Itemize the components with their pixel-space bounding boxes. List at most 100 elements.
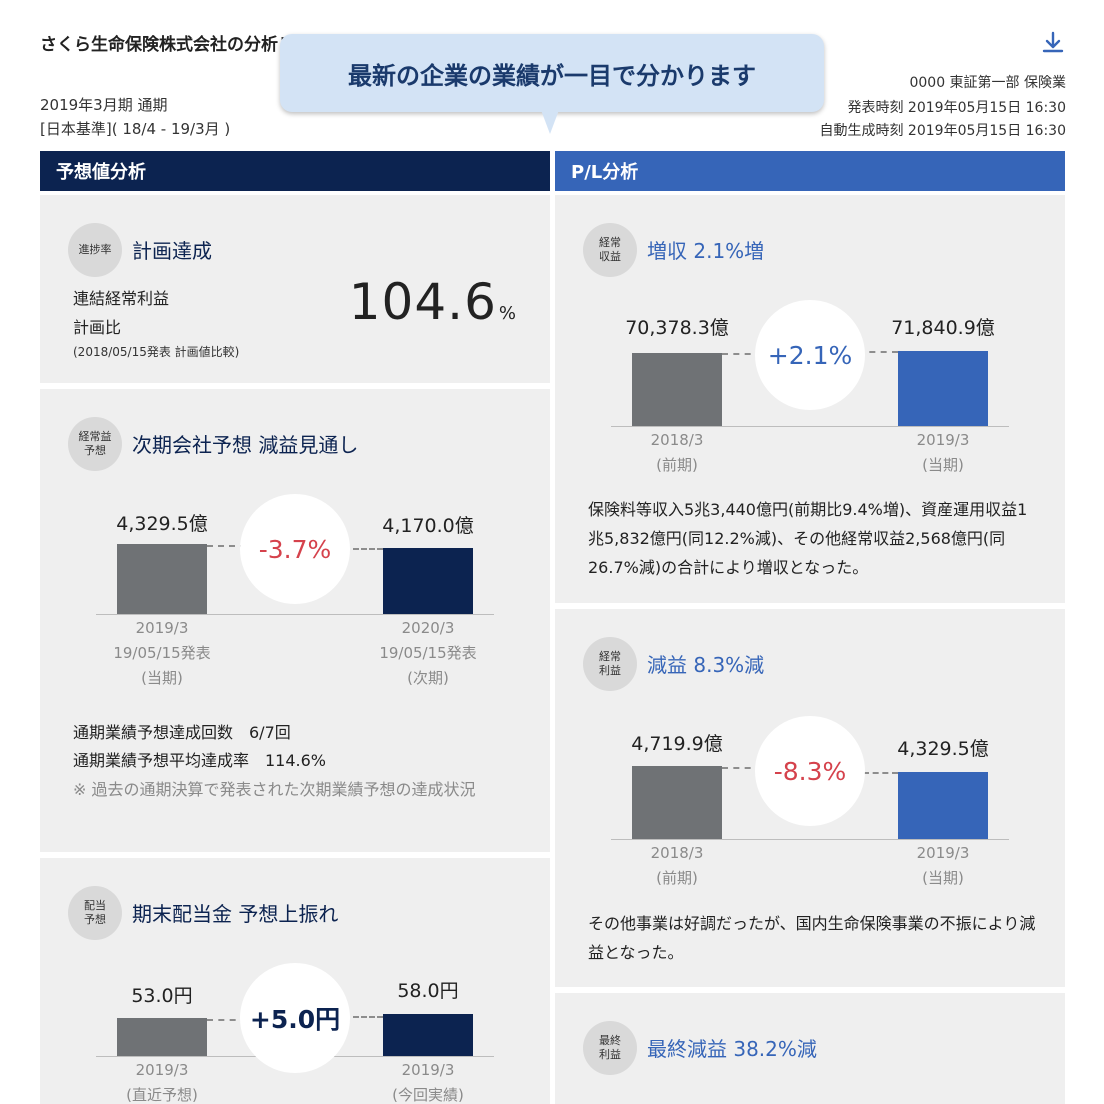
dividend-forecast-badge: 配当 予想 <box>68 886 122 940</box>
generated-time: 自動生成時刻 2019年05月15日 16:30 <box>819 123 1066 139</box>
metric-sublabel: 計画比 <box>73 318 122 337</box>
curr-bar <box>898 351 988 426</box>
badge-label: 進捗率 <box>78 243 112 256</box>
forecast-note: ※ 過去の通期決算で発表された次期業績予想の達成状況 <box>73 780 476 799</box>
accounting-basis: [日本基準]( 18/4 - 19/3月 ) <box>40 120 231 138</box>
pl-analysis-header: P/L分析 <box>555 151 1065 191</box>
axis-line: 2020/3 <box>401 619 455 637</box>
axis-line: (当期) <box>922 869 964 887</box>
curr-axis-label: 2019/3 (当期) <box>863 428 1023 478</box>
axis-line: 19/05/15発表 <box>113 644 211 662</box>
curr-value: 71,840.9億 <box>891 317 995 339</box>
chart-baseline <box>96 614 494 615</box>
badge-line2: 収益 <box>599 250 621 263</box>
forecast-achievement-rate: 通期業績予想平均達成率 114.6% <box>73 751 327 770</box>
revenue-description: 保険料等収入5兆3,440億円(前期比9.4%増)、資産運用収益1兆5,832億… <box>588 500 1028 577</box>
prev-axis-label: 2019/3 (直近予想) <box>82 1058 242 1104</box>
connector-dash-right <box>353 548 383 550</box>
curr-axis-label: 2019/3 (当期) <box>863 841 1023 891</box>
change-circle: -3.7% <box>240 494 350 604</box>
axis-line: 2019/3 <box>135 619 189 637</box>
download-icon[interactable] <box>1040 30 1066 56</box>
chart-baseline <box>611 839 1009 840</box>
prev-value: 70,378.3億 <box>625 317 729 339</box>
connector-dash-left <box>722 353 762 355</box>
code-market-sector: 0000 東証第一部 保険業 <box>909 75 1066 91</box>
axis-line: (前期) <box>656 869 698 887</box>
axis-line: (当期) <box>141 669 183 687</box>
change-circle: +2.1% <box>755 300 865 410</box>
connector-dash-left <box>207 1019 247 1021</box>
axis-line: (当期) <box>922 456 964 474</box>
forecast-achievement-count: 通期業績予想達成回数 6/7回 <box>73 723 291 742</box>
metric-label: 連結経常利益 <box>73 289 170 308</box>
change-circle: +5.0円 <box>240 963 350 1073</box>
prev-value: 4,329.5億 <box>116 513 208 535</box>
prev-bar <box>117 544 207 614</box>
card-title: 減益 8.3%減 <box>647 653 765 677</box>
card-title: 増収 2.1%増 <box>647 239 765 263</box>
prev-axis-label: 2018/3 (前期) <box>597 428 757 478</box>
axis-line: 2019/3 <box>916 431 970 449</box>
feature-tooltip: 最新の企業の業績が一目で分かります <box>280 34 824 112</box>
connector-dash-left <box>207 545 257 547</box>
forecast-analysis-header: 予想値分析 <box>40 151 550 191</box>
card-title: 計画達成 <box>132 239 212 263</box>
progress-badge: 進捗率 <box>68 223 122 277</box>
axis-line: 2019/3 <box>135 1061 189 1079</box>
prev-axis-label: 2019/3 19/05/15発表 (当期) <box>82 616 242 691</box>
net-profit-card: 最終 利益 最終減益 38.2%減 <box>555 993 1065 1104</box>
fiscal-period: 2019年3月期 通期 <box>40 96 168 114</box>
curr-value: 4,329.5億 <box>897 738 989 760</box>
badge-line2: 利益 <box>599 664 621 677</box>
prev-axis-label: 2018/3 (前期) <box>597 841 757 891</box>
dividend-card: 配当 予想 期末配当金 予想上振れ 53.0円 58.0円 +5.0円 2019… <box>40 858 550 1104</box>
achievement-unit: % <box>498 303 516 324</box>
axis-line: 2018/3 <box>650 844 704 862</box>
card-title: 期末配当金 予想上振れ <box>132 902 339 926</box>
card-title: 次期会社予想 減益見通し <box>132 433 359 457</box>
curr-value: 58.0円 <box>397 980 459 1002</box>
published-time: 発表時刻 2019年05月15日 16:30 <box>847 100 1066 116</box>
axis-line: (今回実績) <box>392 1086 464 1104</box>
badge-line2: 予想 <box>84 913 106 926</box>
ordinary-forecast-badge: 経常益 予想 <box>68 417 122 471</box>
badge-line1: 経常 <box>599 236 621 249</box>
net-profit-badge: 最終 利益 <box>583 1021 637 1075</box>
axis-line: 2019/3 <box>916 844 970 862</box>
curr-value: 4,170.0億 <box>382 515 474 537</box>
badge-line1: 経常 <box>599 650 621 663</box>
next-forecast-card: 経常益 予想 次期会社予想 減益見通し 4,329.5億 4,170.0億 -3… <box>40 389 550 852</box>
card-title: 最終減益 38.2%減 <box>647 1037 817 1061</box>
curr-axis-label: 2020/3 19/05/15発表 (次期) <box>348 616 508 691</box>
tooltip-tail <box>541 110 559 134</box>
curr-axis-label: 2019/3 (今回実績) <box>348 1058 508 1104</box>
connector-dash-left <box>722 767 762 769</box>
prev-bar <box>632 766 722 839</box>
prev-value: 53.0円 <box>131 985 193 1007</box>
axis-line: 19/05/15発表 <box>379 644 477 662</box>
axis-line: (前期) <box>656 456 698 474</box>
curr-bar <box>383 1014 473 1056</box>
change-circle: -8.3% <box>755 716 865 826</box>
company-report-title: さくら生命保険株式会社の分析レポート <box>40 35 346 55</box>
ordinary-profit-description: その他事業は好調だったが、国内生命保険事業の不振により減益となった。 <box>588 914 1036 962</box>
curr-bar <box>898 772 988 839</box>
prev-bar <box>632 353 722 426</box>
badge-line1: 経常益 <box>78 430 112 443</box>
axis-line: 2018/3 <box>650 431 704 449</box>
axis-line: (次期) <box>407 669 449 687</box>
ordinary-profit-card: 経常 利益 減益 8.3%減 4,719.9億 4,329.5億 -8.3% 2… <box>555 609 1065 987</box>
badge-line1: 最終 <box>599 1034 621 1047</box>
prev-bar <box>117 1018 207 1056</box>
badge-line2: 利益 <box>599 1048 621 1061</box>
axis-line: 2019/3 <box>401 1061 455 1079</box>
badge-line2: 予想 <box>84 444 106 457</box>
ordinary-profit-badge: 経常 利益 <box>583 637 637 691</box>
connector-dash-right <box>858 351 898 353</box>
achievement-number: 104.6 <box>348 273 497 331</box>
ordinary-revenue-card: 経常 収益 増収 2.1%増 70,378.3億 71,840.9億 +2.1%… <box>555 195 1065 603</box>
curr-bar <box>383 548 473 614</box>
connector-dash-right <box>353 1016 383 1018</box>
badge-line1: 配当 <box>84 899 106 912</box>
